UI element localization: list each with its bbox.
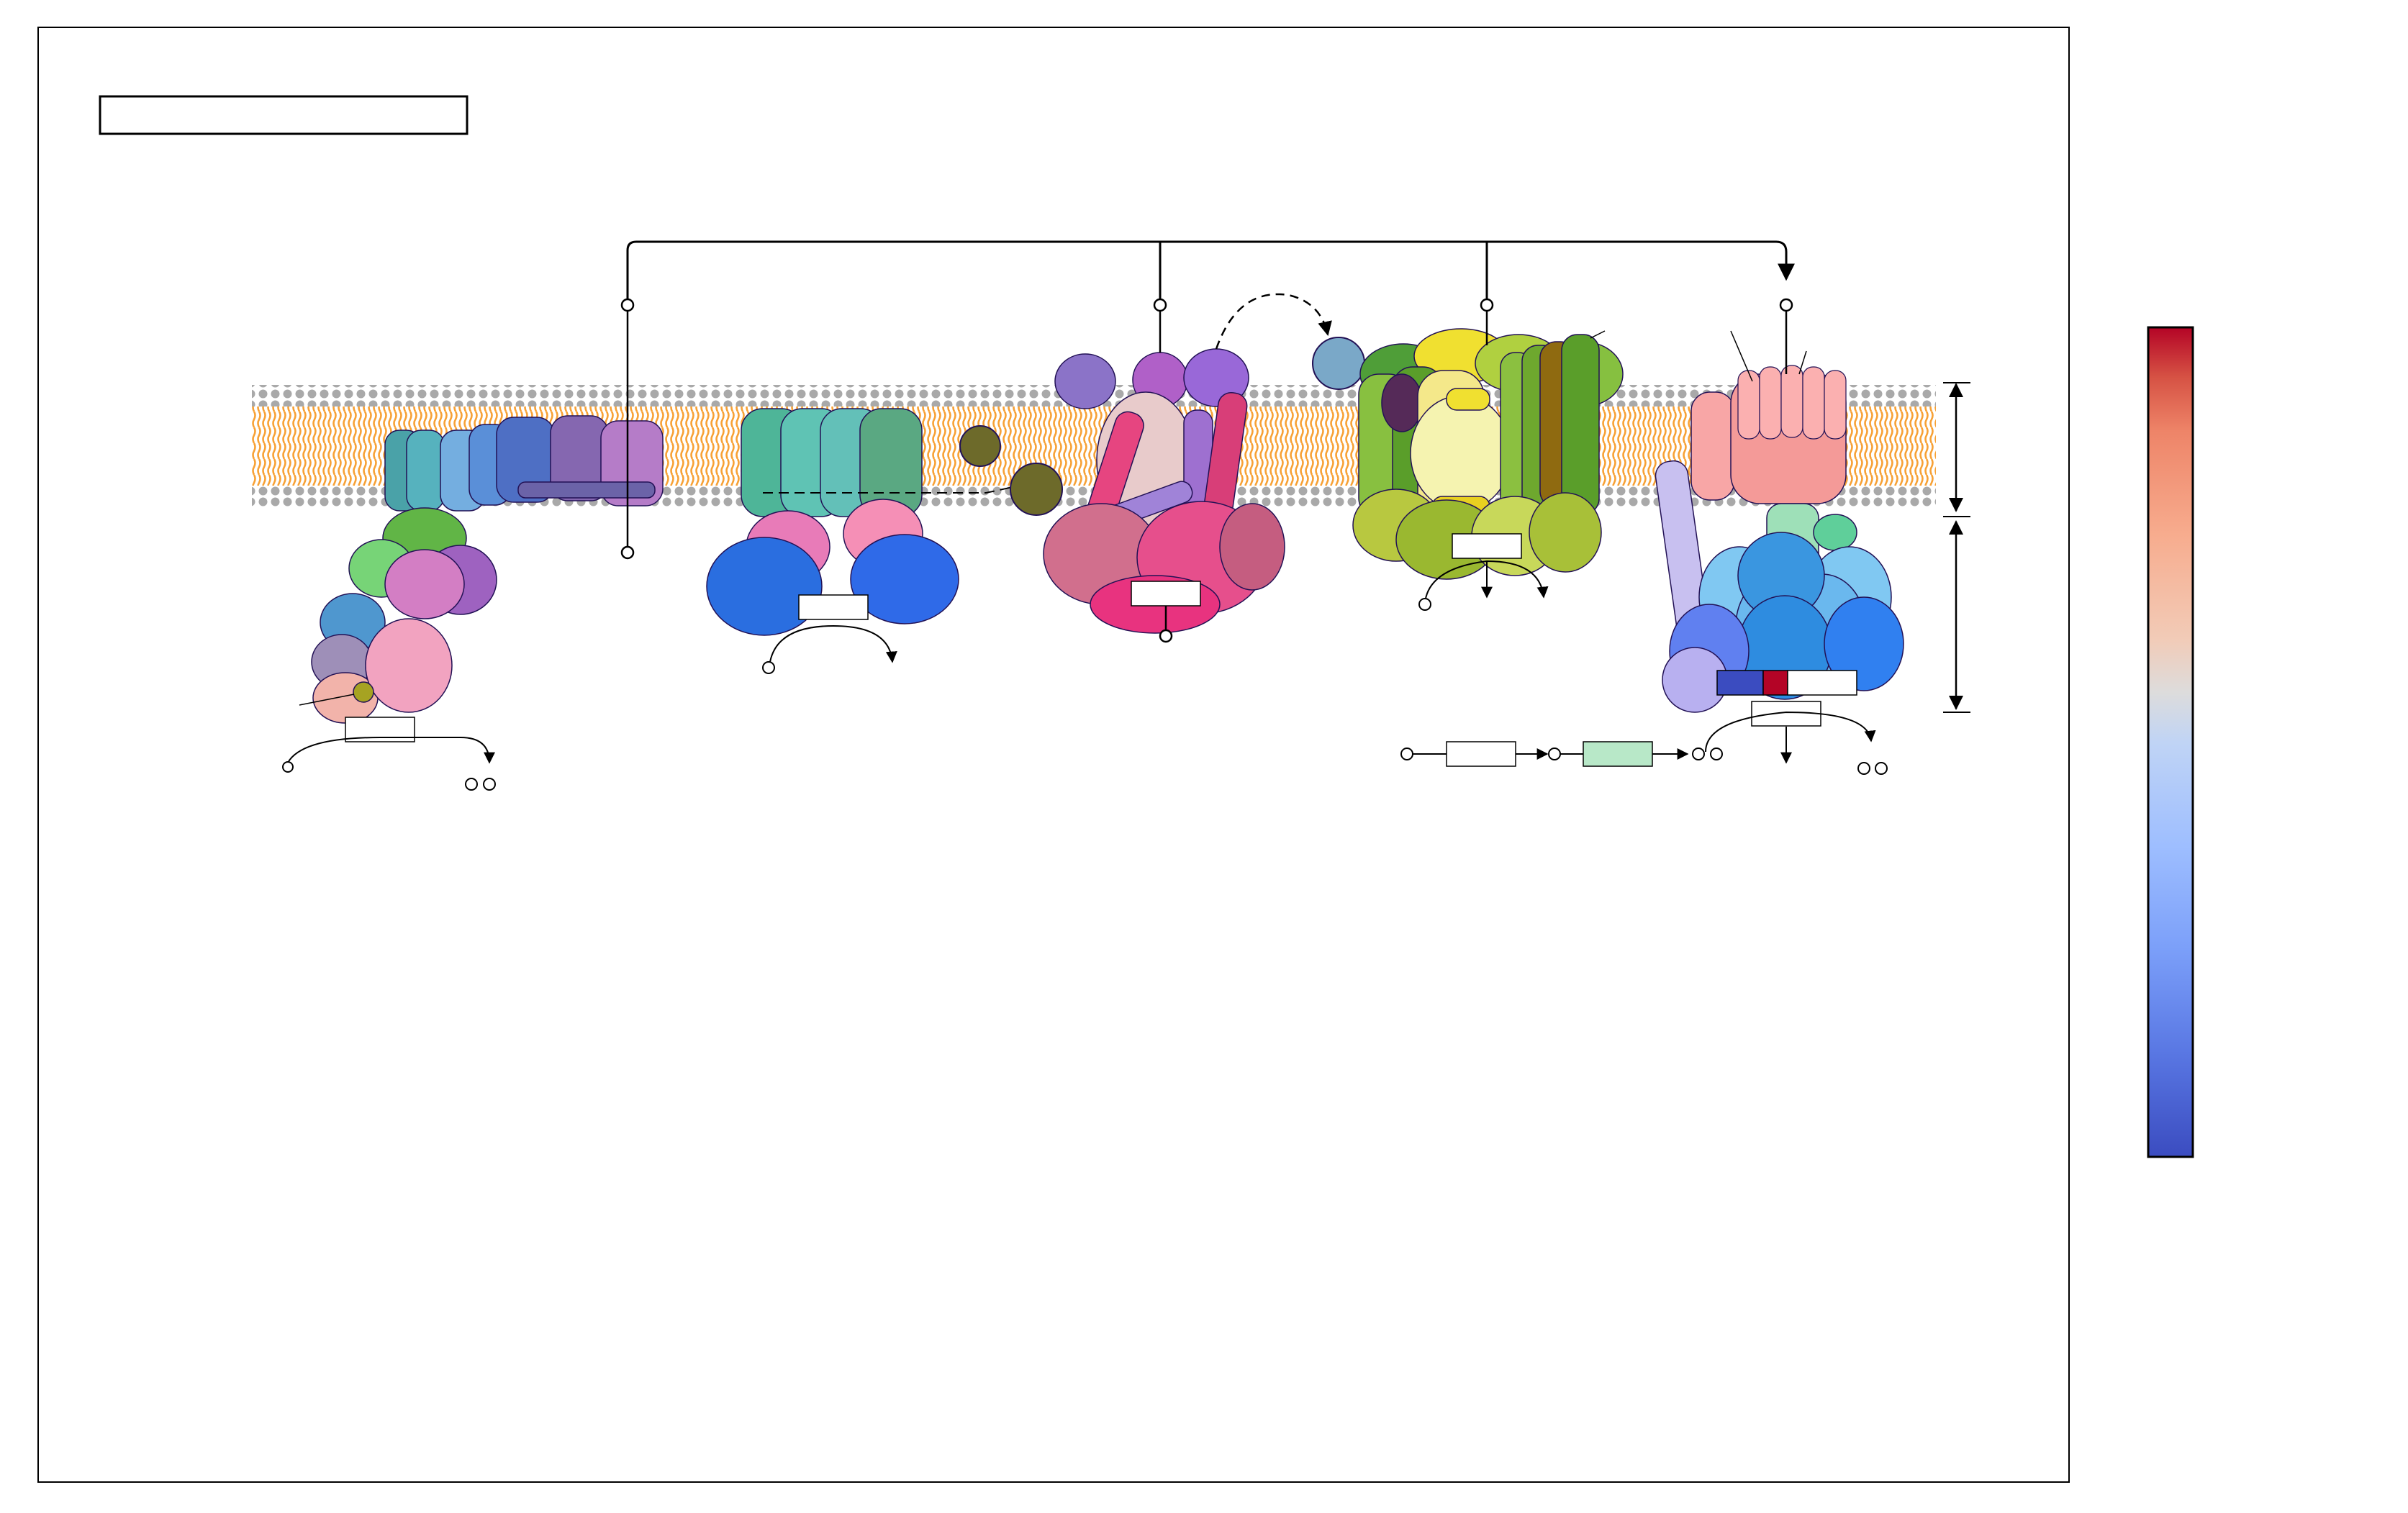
colorbar [2147,326,2194,1158]
quinone-pool[interactable] [763,425,1063,516]
ec-box-complex-v-a[interactable] [1716,670,1764,696]
ec-box-complex-v-b[interactable] [1787,670,1857,696]
ec-box-complex-iii[interactable] [1131,581,1201,606]
cyt-c-carrier[interactable] [1312,337,1365,390]
title-box [99,95,469,135]
complex-iv[interactable] [1352,328,1624,580]
proton-circuit-line [626,240,1795,302]
ec-box-complex-v-a-heat[interactable] [1762,670,1788,696]
ec-box-complex-iv[interactable] [1452,533,1522,559]
fo-f1-brackets [1943,382,1970,713]
ec-box-ppase-a[interactable] [1446,741,1516,767]
ec-box-complex-ii[interactable] [798,594,869,620]
ec-box-ppase-b[interactable] [1583,741,1653,767]
map-frame [37,27,2070,1483]
complex-i[interactable] [311,415,664,724]
pyrophosphate-reactions [1400,741,1689,767]
complex-v-ec[interactable] [1716,670,1857,727]
complex-ii[interactable] [706,408,959,636]
colorbar-gradient [2147,326,2194,1158]
